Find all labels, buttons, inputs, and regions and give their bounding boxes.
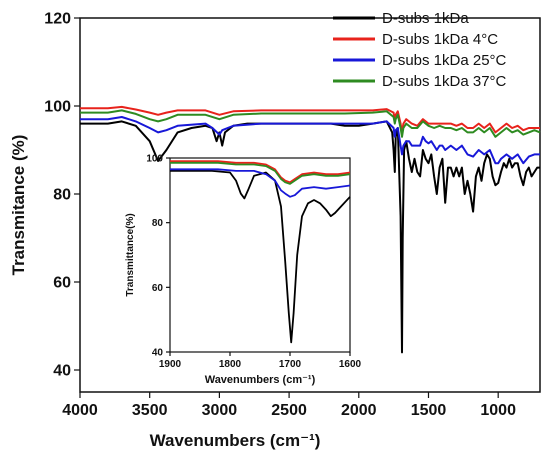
inset-y-tick-label: 100 xyxy=(146,154,163,165)
main-x-tick-label: 2000 xyxy=(341,402,377,419)
inset-series-d-subs-1kda-4-c xyxy=(170,160,351,184)
inset-x-tick-label: 1900 xyxy=(159,359,182,370)
legend-label-d-subs-1kda-25-c: D-subs 1kDa 25°C xyxy=(382,52,507,69)
inset-y-axis-title: Transmittance(%) xyxy=(125,213,136,296)
main-x-tick-label: 1500 xyxy=(411,402,447,419)
main-y-axis-title: Transmitance (%) xyxy=(9,135,28,276)
inset-x-tick-label: 1800 xyxy=(219,359,242,370)
main-y-tick-label: 80 xyxy=(53,187,71,204)
inset-x-tick-label: 1600 xyxy=(339,359,362,370)
main-y-tick-label: 100 xyxy=(44,99,71,116)
inset-x-tick-label: 1700 xyxy=(279,359,302,370)
main-plot-frame xyxy=(79,17,541,393)
main-x-tick-label: 3000 xyxy=(202,402,238,419)
main-series-d-subs-1kda-37-c xyxy=(80,109,541,138)
main-x-tick-label: 3500 xyxy=(132,402,168,419)
main-y-tick-label: 60 xyxy=(53,275,71,292)
main-x-tick-label: 4000 xyxy=(62,402,98,419)
main-x-tick-label: 1000 xyxy=(480,402,516,419)
inset-series-group xyxy=(170,160,351,344)
inset-ticks-group: 1900 1800 1700 1600 40 60 80 100 xyxy=(146,154,361,371)
main-x-tick-label: 2500 xyxy=(271,402,307,419)
inset-series-d-subs-1kda xyxy=(170,170,351,344)
legend: D-subs 1kDa D-subs 1kDa 4°C D-subs 1kDa 25… xyxy=(333,10,507,90)
main-series-d-subs-1kda xyxy=(80,120,540,354)
legend-label-d-subs-1kda: D-subs 1kDa xyxy=(382,10,469,27)
main-y-tick-label: 120 xyxy=(44,11,71,28)
main-series-d-subs-1kda-25-c xyxy=(80,116,540,165)
legend-label-d-subs-1kda-4-c: D-subs 1kDa 4°C xyxy=(382,31,498,48)
main-series-group xyxy=(80,105,541,354)
inset-series-d-subs-1kda-37-c xyxy=(170,161,351,185)
inset-background xyxy=(170,158,350,352)
inset-x-axis-title: Wavenumbers (cm⁻¹) xyxy=(205,374,316,386)
inset-y-tick-label: 60 xyxy=(152,283,164,294)
main-ticks-group: 4000 3500 3000 2500 2000 1500 1000 40 60 80 100 120 xyxy=(44,11,516,419)
inset-series-d-subs-1kda-25-c xyxy=(170,168,351,198)
main-x-axis-title: Wavenumbers (cm⁻¹) xyxy=(150,431,321,450)
inset-plot-frame xyxy=(169,157,351,353)
inset-y-tick-label: 80 xyxy=(152,218,164,229)
main-series-d-subs-1kda-4-c xyxy=(80,105,540,134)
main-y-tick-label: 40 xyxy=(53,363,71,380)
inset-y-tick-label: 40 xyxy=(152,348,164,359)
legend-label-d-subs-1kda-37-c: D-subs 1kDa 37°C xyxy=(382,73,507,90)
